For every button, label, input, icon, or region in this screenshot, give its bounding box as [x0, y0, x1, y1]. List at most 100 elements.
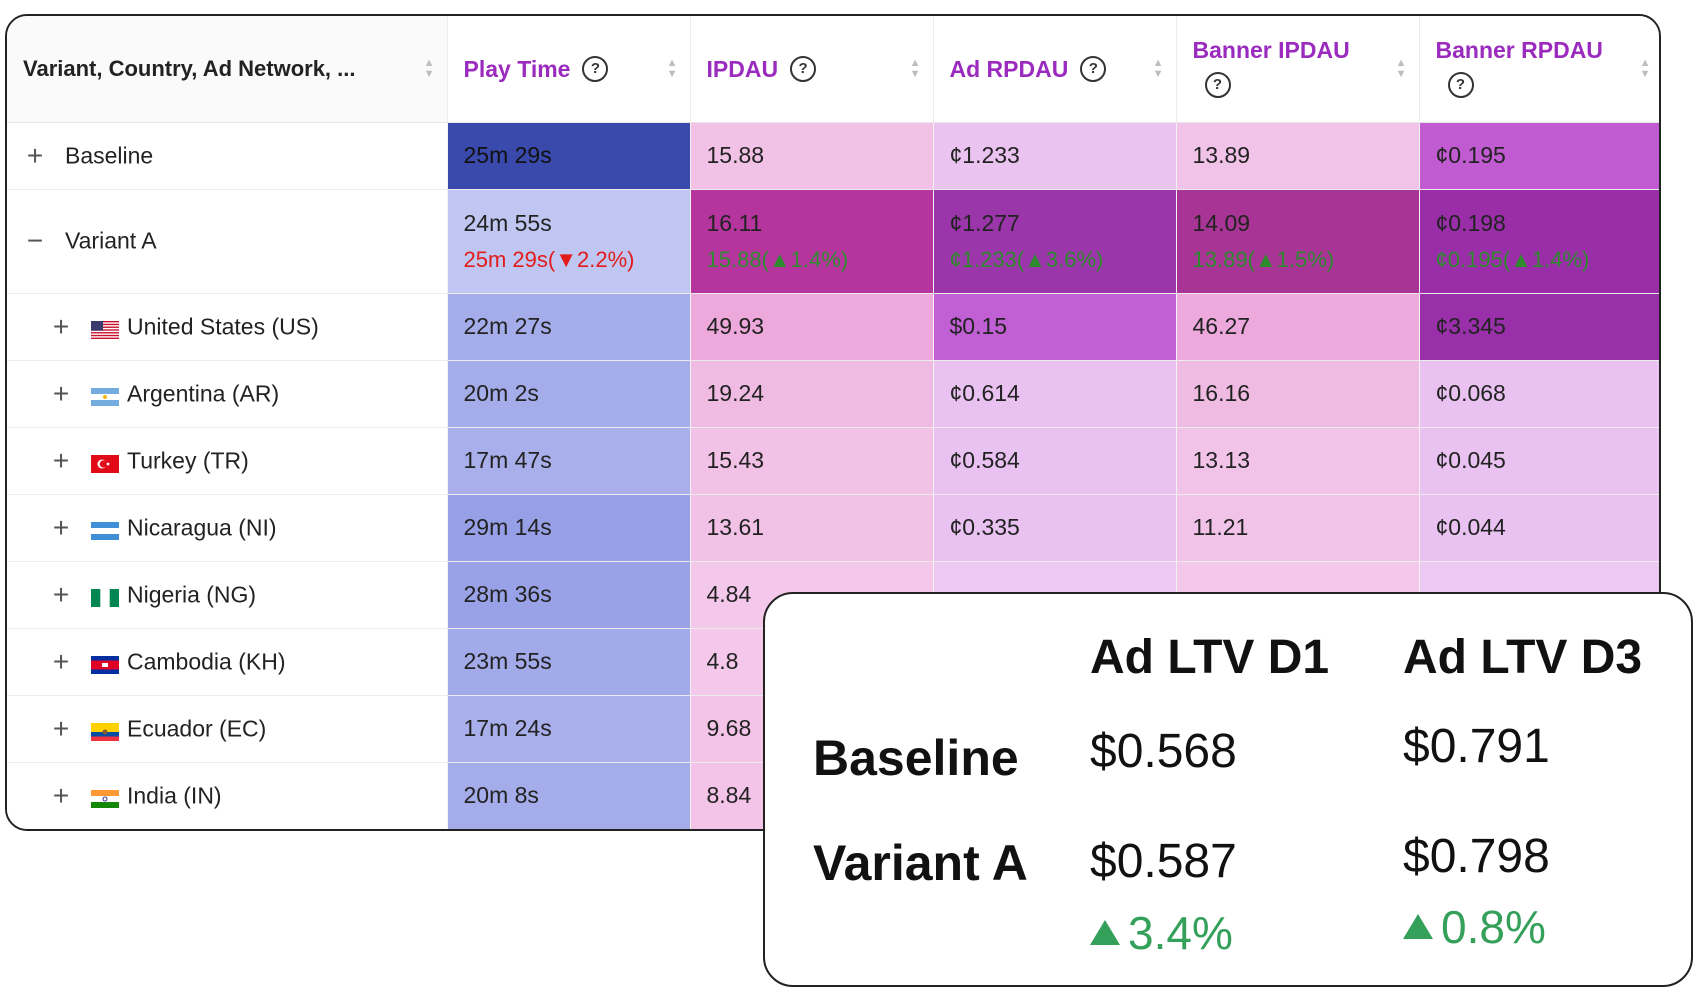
cell-value: 13.13: [1192, 447, 1251, 473]
comparison-value: ¢0.195(▲1.4%): [1436, 247, 1647, 273]
row-label-cell: + Cambodia (KH): [7, 628, 448, 696]
expand-icon[interactable]: +: [52, 578, 70, 610]
cell-ad-rpdau: ¢1.233: [933, 122, 1177, 190]
cell-ad-rpdau: ¢0.584: [933, 427, 1177, 495]
question-circle-icon[interactable]: ?: [1447, 71, 1474, 98]
question-circle-icon[interactable]: ?: [1204, 71, 1231, 98]
cell-banner-ipdau: 46.27: [1176, 293, 1420, 361]
table-row[interactable]: + Argentina (AR) 20m 2s 19.24 ¢0.614 16.16 ¢0.…: [7, 360, 1659, 428]
row-label-cell: + Argentina (AR): [7, 360, 448, 428]
summary-row-label-variant-a: Variant A: [813, 835, 1028, 891]
column-header-label: Variant, Country, Ad Network, ...: [23, 55, 356, 81]
cell-value: 23m 55s: [463, 648, 552, 674]
cell-value: ¢1.277: [949, 209, 1020, 236]
delta-value: 0.8%: [1441, 901, 1546, 953]
flag-kh-icon: [91, 653, 119, 674]
row-label: Baseline: [65, 142, 154, 168]
cell-banner-ipdau: 11.21: [1176, 494, 1420, 562]
cell-value: 20m 2s: [463, 380, 539, 406]
expand-icon[interactable]: +: [52, 511, 70, 543]
delta-value: 3.4%: [1128, 907, 1233, 959]
arrow-down-icon: ▼: [555, 246, 577, 272]
variant-a-ad-ltv-d1: $0.587: [1090, 835, 1237, 888]
cell-value: 13.89: [1192, 142, 1251, 168]
row-label-cell: + Baseline: [7, 122, 448, 190]
metrics-table-card: Variant, Country, Ad Network, ... ▲ ▼ Pla…: [5, 14, 1661, 831]
cell-play-time: 17m 47s: [447, 427, 691, 495]
cell-value: 19.24: [706, 380, 765, 406]
cell-banner-ipdau: 13.89: [1176, 122, 1420, 190]
arrow-up-icon: ▲: [1024, 246, 1046, 272]
cell-value: 13.61: [706, 514, 765, 540]
summary-row-label-baseline: Baseline: [813, 730, 1019, 786]
cell-value: ¢3.345: [1435, 313, 1506, 339]
expand-icon[interactable]: +: [52, 444, 70, 476]
cell-value: 29m 14s: [463, 514, 552, 540]
row-label: Variant A: [65, 227, 157, 254]
column-header-ad-rpdau[interactable]: Ad RPDAU? ▲ ▼: [933, 16, 1177, 123]
cell-value: 20m 8s: [463, 782, 539, 808]
row-label: India (IN): [127, 782, 222, 808]
expand-icon[interactable]: +: [52, 310, 70, 342]
table-row[interactable]: + Nicaragua (NI) 29m 14s 13.61 ¢0.335 11.21 ¢0…: [7, 494, 1659, 562]
flag-ar-icon: [91, 385, 119, 406]
cell-ipdau: 15.43: [690, 427, 934, 495]
cell-play-time: 17m 24s: [447, 695, 691, 763]
sort-icon[interactable]: ▲ ▼: [1152, 56, 1164, 80]
table-row[interactable]: + Baseline 25m 29s 15.88 ¢1.233 13.89 ¢0.195: [7, 122, 1659, 190]
cell-value: 4.84: [706, 581, 752, 607]
cell-value: 46.27: [1192, 313, 1251, 339]
comparison-pct: 1.4%): [790, 246, 849, 272]
row-label-cell: + Ecuador (EC): [7, 695, 448, 763]
column-header-banner-rpdau[interactable]: Banner RPDAU? ▲ ▼: [1419, 16, 1659, 123]
cell-play-time: 23m 55s: [447, 628, 691, 696]
expand-icon[interactable]: +: [26, 139, 44, 171]
column-header-dimensions[interactable]: Variant, Country, Ad Network, ... ▲ ▼: [7, 16, 448, 123]
cell-banner-ipdau: 16.16: [1176, 360, 1420, 428]
cell-value: ¢0.045: [1435, 447, 1506, 473]
comparison-value: 25m 29s(▼2.2%): [464, 247, 674, 273]
variant-a-d3-delta: 0.8%: [1403, 900, 1546, 954]
expand-icon[interactable]: +: [52, 377, 70, 409]
table-row[interactable]: + United States (US) 22m 27s 49.93 $0.15 46.2…: [7, 293, 1659, 361]
cell-value: ¢0.198: [1435, 209, 1506, 236]
arrow-up-icon: ▲: [768, 246, 791, 272]
column-header-label: Banner RPDAU: [1435, 36, 1603, 63]
question-circle-icon[interactable]: ?: [1080, 55, 1107, 82]
column-header-play-time[interactable]: Play Time? ▲ ▼: [447, 16, 691, 123]
triangle-up-icon: [1090, 920, 1120, 945]
question-circle-icon[interactable]: ?: [790, 55, 817, 82]
comparison-value: 15.88(▲1.4%): [707, 247, 917, 273]
cell-play-time: 20m 8s: [447, 762, 691, 829]
cell-value: 9.68: [706, 715, 752, 741]
comparison-pct: 3.6%): [1045, 246, 1104, 272]
column-header-label: Ad RPDAU: [949, 55, 1069, 82]
sort-icon[interactable]: ▲ ▼: [1639, 56, 1651, 80]
comparison-pct: 1.5%): [1276, 246, 1335, 272]
sort-icon[interactable]: ▲ ▼: [423, 56, 435, 80]
row-label-cell: + United States (US): [7, 293, 448, 361]
sort-icon[interactable]: ▲ ▼: [1395, 56, 1407, 80]
cell-value: $0.15: [949, 313, 1008, 339]
variant-a-d1-delta: 3.4%: [1090, 906, 1233, 960]
row-label: Cambodia (KH): [127, 648, 286, 674]
table-row[interactable]: + Turkey (TR) 17m 47s 15.43 ¢0.584 13.13 ¢0.04…: [7, 427, 1659, 495]
collapse-icon[interactable]: −: [26, 225, 44, 256]
column-header-banner-ipdau[interactable]: Banner IPDAU? ▲ ▼: [1176, 16, 1420, 123]
cell-banner-ipdau: 14.09 13.89(▲1.5%): [1176, 189, 1420, 294]
column-header-ipdau[interactable]: IPDAU? ▲ ▼: [690, 16, 934, 123]
expand-icon[interactable]: +: [52, 779, 70, 811]
cell-play-time: 25m 29s: [447, 122, 691, 190]
cell-value: ¢0.044: [1435, 514, 1506, 540]
row-label-cell: − Variant A: [7, 189, 448, 294]
sort-icon[interactable]: ▲ ▼: [909, 56, 921, 80]
flag-in-icon: [91, 787, 119, 808]
table-row[interactable]: − Variant A 24m 55s 25m 29s(▼2.2%) 16.11 15.8…: [7, 189, 1659, 294]
expand-icon[interactable]: +: [52, 712, 70, 744]
row-label: Nigeria (NG): [127, 581, 257, 607]
question-circle-icon[interactable]: ?: [582, 55, 609, 82]
expand-icon[interactable]: +: [52, 645, 70, 677]
comparison-base: 13.89(: [1192, 246, 1255, 272]
column-header-label: IPDAU: [706, 55, 779, 82]
sort-icon[interactable]: ▲ ▼: [666, 56, 678, 80]
